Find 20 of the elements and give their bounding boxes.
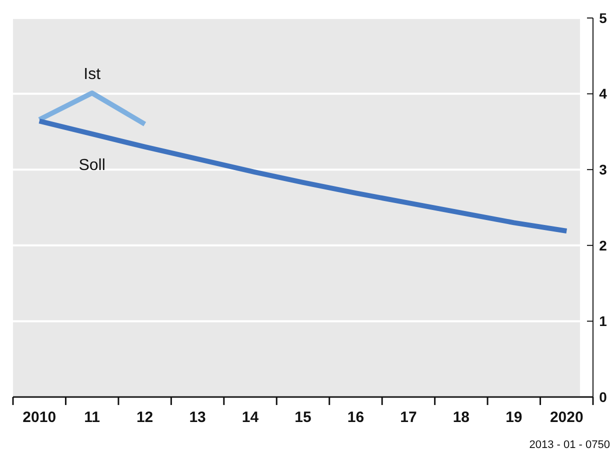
x-tick-label: 19 bbox=[506, 409, 522, 426]
y-tick-label: 3 bbox=[599, 162, 608, 178]
y-tick-label: 2 bbox=[599, 237, 608, 254]
x-tick-label: 15 bbox=[294, 409, 312, 426]
x-tick-label: 11 bbox=[84, 409, 100, 426]
x-tick-label: 2010 bbox=[22, 409, 56, 426]
series-label: Soll bbox=[78, 156, 106, 174]
x-tick-label: 17 bbox=[400, 409, 417, 426]
y-tick-label: 4 bbox=[599, 86, 608, 102]
x-tick-label: 2020 bbox=[550, 409, 584, 426]
x-tick-label: 13 bbox=[189, 409, 206, 426]
y-tick-label: 0 bbox=[599, 388, 608, 405]
x-tick-label: 12 bbox=[136, 409, 154, 426]
y-tick-label: 5 bbox=[599, 10, 608, 26]
series-label: Ist bbox=[84, 66, 102, 84]
x-tick-label: 18 bbox=[452, 409, 470, 426]
x-tick-label: 14 bbox=[242, 409, 260, 426]
text: 2013 - 01 - 0750 bbox=[529, 439, 610, 451]
y-tick-label: 1 bbox=[599, 313, 608, 330]
x-tick-label: 16 bbox=[347, 409, 364, 426]
